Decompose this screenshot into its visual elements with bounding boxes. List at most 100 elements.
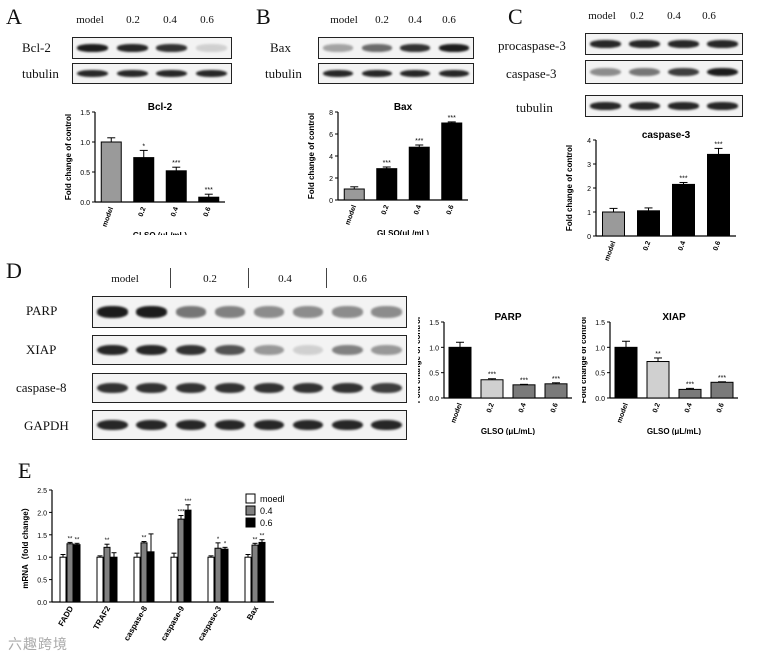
blot-band <box>668 102 699 110</box>
chart-title: Bcl-2 <box>148 102 173 113</box>
bar <box>184 509 192 603</box>
blot-band <box>332 344 363 356</box>
chart-xiap: XIAP 0.0 0.5 1.0 1.5 Fold change of control mo… <box>582 312 738 435</box>
blot-band <box>175 344 207 356</box>
blot-band <box>332 306 363 318</box>
x-tick-label: model <box>450 402 464 424</box>
x-tick-label: model <box>604 240 618 262</box>
bar <box>214 547 222 603</box>
blot-band <box>253 344 285 356</box>
x-tick-label: 0.2 <box>652 402 662 414</box>
blot-band <box>175 419 207 431</box>
blot-band <box>116 44 148 52</box>
blot-band <box>136 306 167 318</box>
y-axis-label: mRNA（fold change） <box>20 503 30 588</box>
bar <box>441 122 463 201</box>
bar <box>376 168 398 201</box>
x-tick-label: 0.2 <box>138 206 148 218</box>
bar <box>480 379 504 399</box>
blot-band <box>253 382 285 394</box>
significance-marker: *** <box>552 376 560 383</box>
blot-band <box>292 344 324 356</box>
bar <box>177 518 185 603</box>
blot-band <box>175 306 207 318</box>
blot-label-procaspase3: procaspase-3 <box>498 38 566 53</box>
panel-label-a: A <box>6 4 22 29</box>
y-tick-label: 3 <box>587 162 591 169</box>
blot-band <box>214 382 246 394</box>
group-label: model <box>111 273 139 285</box>
significance-marker: *** <box>488 372 496 379</box>
y-tick-label: 0.5 <box>37 578 47 585</box>
blot-image <box>318 37 474 59</box>
panel-label-d: D <box>6 258 22 283</box>
bar <box>170 556 178 603</box>
bar <box>637 210 660 237</box>
lane-label: 0.4 <box>163 14 177 26</box>
legend-label: 0.6 <box>260 518 273 528</box>
blot-band <box>707 102 738 110</box>
blot-image <box>92 410 407 440</box>
x-tick-label: 0.2 <box>381 204 391 216</box>
blot-band <box>97 344 128 356</box>
blot-band <box>332 382 363 394</box>
blot-band <box>156 44 188 52</box>
blot-band <box>97 382 128 394</box>
blot-band <box>438 44 469 52</box>
x-tick-label: 0.2 <box>642 240 652 252</box>
blot-band <box>361 69 392 78</box>
bar <box>165 170 187 203</box>
blot-label-bax: Bax <box>270 40 291 55</box>
y-axis-label: Fold change of control <box>418 317 422 403</box>
chart-title: PARP <box>494 312 521 323</box>
blot-image <box>318 63 474 84</box>
significance-marker: *** <box>679 175 687 182</box>
blot-label-gapdh: GAPDH <box>24 418 69 433</box>
y-tick-label: 0.0 <box>429 396 439 403</box>
x-tick-label: 0.4 <box>677 240 687 252</box>
chart-title: Bax <box>394 102 413 113</box>
bar <box>244 556 252 603</box>
significance-marker: ** <box>68 536 73 542</box>
group-divider <box>248 268 249 288</box>
bar <box>66 543 74 603</box>
y-tick-label: 0 <box>587 234 591 241</box>
bar <box>512 384 536 399</box>
y-axis-label: Fold change of control <box>64 114 73 200</box>
bar <box>140 542 148 603</box>
blot-band <box>438 69 469 78</box>
blot-band <box>214 306 246 318</box>
blot-band <box>175 382 207 394</box>
significance-marker: *** <box>714 141 722 148</box>
significance-marker: *** <box>383 160 391 167</box>
bar <box>103 546 111 603</box>
x-tick-label: 0.6 <box>203 206 213 218</box>
lane-label: 0.2 <box>375 14 389 26</box>
y-tick-label: 0.0 <box>595 396 605 403</box>
lane-label: 0.2 <box>630 10 644 22</box>
lane-label: 0.4 <box>408 14 422 26</box>
y-tick-label: 1 <box>587 210 591 217</box>
y-tick-label: 2 <box>587 186 591 193</box>
blot-band <box>361 44 392 52</box>
x-tick-label: model <box>616 402 630 424</box>
group-divider <box>326 268 327 288</box>
x-axis-label: GLSO (μL/mL) <box>647 427 702 435</box>
blot-band <box>136 419 167 431</box>
significance-marker: *** <box>718 375 726 382</box>
blot-band <box>116 69 148 78</box>
x-tick-label: 0.2 <box>486 402 496 414</box>
significance-marker: ** <box>260 534 265 540</box>
lane-label: model <box>76 14 104 26</box>
y-tick-label: 8 <box>329 110 333 117</box>
blot-band <box>292 419 324 431</box>
blot-label-xiap: XIAP <box>26 342 57 357</box>
y-tick-label: 0 <box>329 198 333 205</box>
x-tick-label: 0.6 <box>550 402 560 414</box>
x-axis-label: GLSO (μL/mL) <box>481 427 536 435</box>
bar <box>198 196 220 203</box>
significance-marker: ** <box>253 537 258 543</box>
group-label: 0.6 <box>353 273 367 285</box>
bar <box>602 211 625 237</box>
blot-image <box>585 33 743 55</box>
